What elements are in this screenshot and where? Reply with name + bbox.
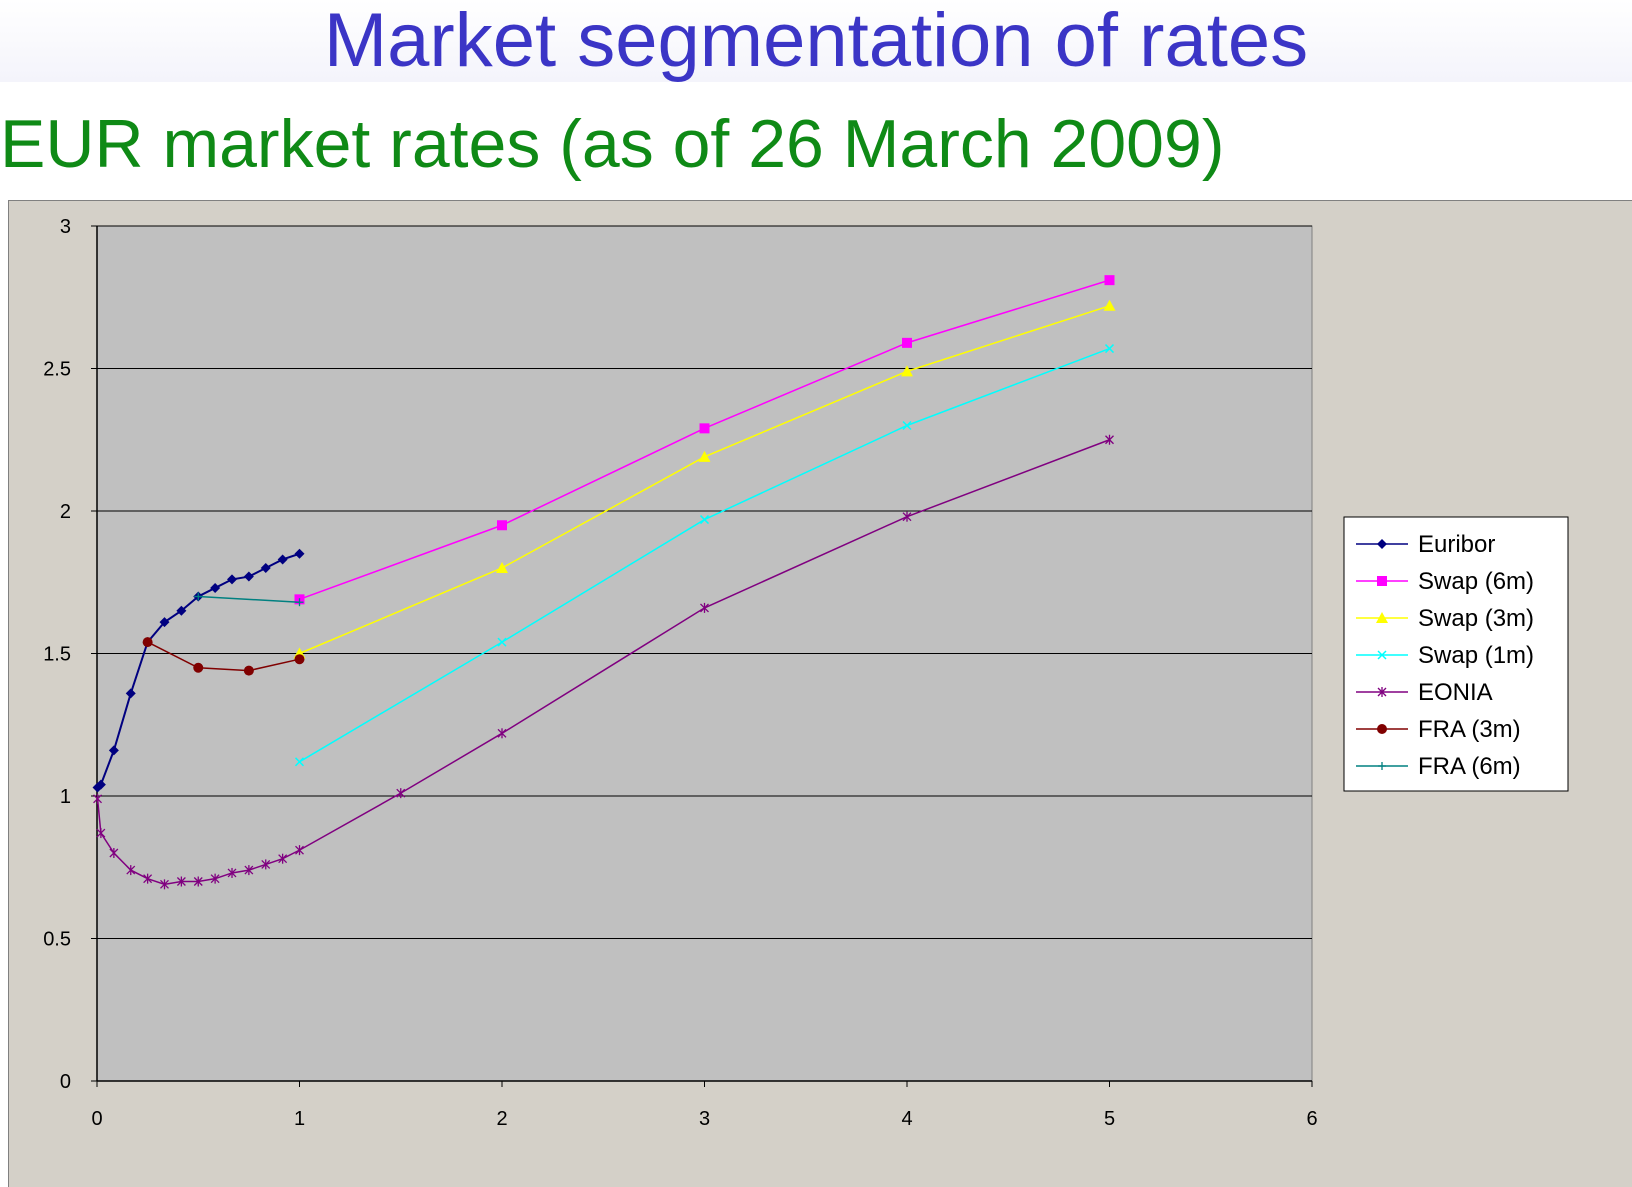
page-subtitle: EUR market rates (as of 26 March 2009) <box>0 106 1225 182</box>
data-point-swap-1m <box>294 757 305 767</box>
data-point-fra-3m <box>243 665 254 676</box>
legend-label: Swap (3m) <box>1418 605 1534 632</box>
x-tick-label: 0 <box>91 1108 102 1130</box>
x-tick-label: 1 <box>294 1108 305 1130</box>
data-point-eonia <box>244 865 254 876</box>
data-point-euribor <box>95 779 106 790</box>
data-point-fra-3m <box>142 637 153 648</box>
data-point-eonia <box>143 873 153 884</box>
data-point-eonia <box>295 845 304 856</box>
data-point-eonia <box>96 828 106 839</box>
data-point-euribor <box>277 554 288 565</box>
data-point-eonia <box>126 865 136 876</box>
data-point-eonia <box>227 867 237 878</box>
y-tick-label: 0 <box>60 1071 71 1093</box>
x-tick-label: 3 <box>699 1108 710 1130</box>
legend-label: FRA (6m) <box>1418 753 1521 780</box>
legend-marker <box>1377 539 1387 549</box>
series-swap-1m <box>294 344 1115 767</box>
legend-marker <box>1377 576 1387 586</box>
data-point-eonia <box>93 793 103 804</box>
legend-label: Swap (1m) <box>1418 642 1534 669</box>
y-tick-label: 2.5 <box>43 359 71 381</box>
data-point-fra-6m <box>295 598 304 607</box>
data-point-eonia <box>261 859 271 870</box>
legend-label: EONIA <box>1418 679 1493 706</box>
series-eonia <box>93 434 1114 890</box>
data-point-swap-3m <box>901 365 913 377</box>
data-point-euribor <box>243 571 254 582</box>
legend-marker <box>1377 724 1387 734</box>
legend-marker <box>1377 687 1387 697</box>
data-point-swap-6m <box>497 520 507 531</box>
data-point-eonia <box>497 728 507 739</box>
data-point-euribor <box>210 582 221 593</box>
legend-item-swap-1m: Swap (1m) <box>1356 642 1534 669</box>
data-point-fra-3m <box>193 662 204 673</box>
data-point-swap-3m <box>698 450 711 462</box>
data-point-swap-6m <box>1104 275 1115 286</box>
legend-item-fra-3m: FRA (3m) <box>1356 716 1521 743</box>
data-point-eonia <box>176 876 186 887</box>
legend-marker <box>1378 762 1386 770</box>
page-title: Market segmentation of rates <box>0 0 1632 82</box>
data-point-fra-3m <box>294 654 305 665</box>
legend-item-swap-3m: Swap (3m) <box>1356 605 1534 632</box>
data-point-euribor <box>159 617 170 628</box>
y-tick-label: 2 <box>60 501 71 523</box>
data-point-eonia <box>210 873 220 884</box>
data-point-euribor <box>227 574 238 585</box>
series-fra-3m <box>142 637 305 676</box>
data-point-swap-3m <box>1103 299 1116 311</box>
legend-label: FRA (3m) <box>1418 716 1521 743</box>
data-point-euribor <box>294 548 305 559</box>
data-point-swap-3m <box>496 562 508 573</box>
data-point-eonia <box>1105 434 1114 445</box>
data-point-eonia <box>160 879 169 890</box>
legend-label: Swap (6m) <box>1418 568 1534 595</box>
y-tick-label: 3 <box>60 216 71 238</box>
chart-frame: 0 0.5 1 1.5 2 2.5 3 0 1 2 3 4 5 6 Euribor Swap (6m) Swap… <box>8 200 1632 1187</box>
series-line-fra-3m <box>147 641 300 672</box>
series-fra-6m <box>194 592 304 607</box>
x-tick-label: 2 <box>496 1108 507 1130</box>
legend-item-fra-6m: FRA (6m) <box>1356 753 1521 780</box>
data-point-eonia <box>109 848 119 858</box>
y-tick-label: 1 <box>60 786 71 808</box>
data-point-fra-6m <box>194 592 203 601</box>
data-point-swap-1m <box>699 515 710 525</box>
data-point-eonia <box>902 511 912 522</box>
data-point-swap-1m <box>497 637 507 647</box>
legend-item-euribor: Euribor <box>1356 531 1495 558</box>
series-euribor <box>92 548 305 793</box>
legend-label: Euribor <box>1418 531 1495 558</box>
data-point-euribor <box>260 563 271 573</box>
legend-box <box>1343 516 1569 792</box>
data-point-eonia <box>193 876 203 887</box>
data-point-eonia <box>278 853 288 864</box>
data-point-eonia <box>396 788 406 799</box>
legend-item-eonia: EONIA <box>1356 679 1493 706</box>
data-point-euribor <box>176 605 187 616</box>
legend-marker <box>1376 612 1388 623</box>
x-tick-label: 4 <box>901 1108 912 1130</box>
y-tick-label: 1.5 <box>43 644 71 666</box>
line-chart: 0 0.5 1 1.5 2 2.5 3 0 1 2 3 4 5 6 Euribor Swap (6m) Swap… <box>43 216 1569 1130</box>
x-tick-label: 6 <box>1306 1108 1317 1130</box>
legend-marker <box>1377 650 1387 660</box>
data-point-swap-6m <box>902 337 912 348</box>
data-point-swap-6m <box>699 423 710 434</box>
y-tick-label: 0.5 <box>43 929 71 951</box>
series-line-fra-6m <box>198 595 300 603</box>
data-point-swap-1m <box>1104 344 1115 354</box>
data-point-euribor <box>108 745 119 756</box>
legend-item-swap-6m: Swap (6m) <box>1356 568 1534 595</box>
legend: Euribor Swap (6m) Swap (3m) Swap (1m) EONIA F… <box>1343 516 1569 792</box>
data-point-eonia <box>700 602 709 613</box>
x-tick-label: 5 <box>1104 1108 1115 1130</box>
data-point-euribor <box>125 688 136 699</box>
data-point-swap-1m <box>902 420 912 431</box>
